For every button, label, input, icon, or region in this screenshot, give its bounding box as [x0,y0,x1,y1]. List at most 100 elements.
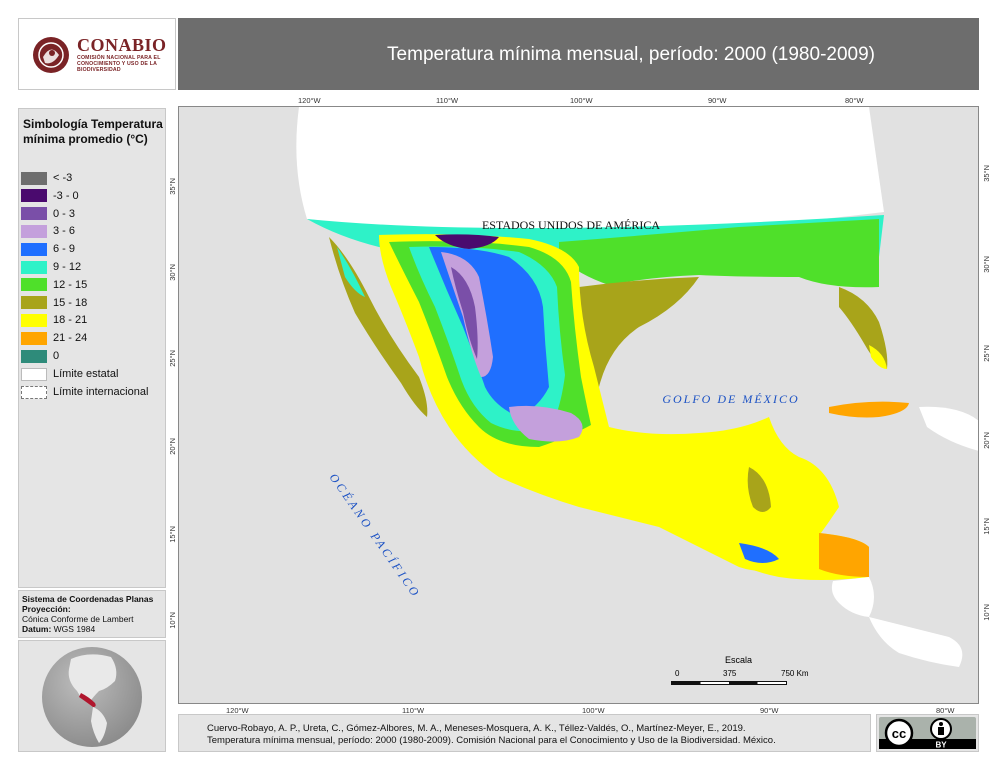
tick-top-0: 120°W [298,96,321,105]
legend-label: 15 - 18 [53,296,88,309]
legend-row: -3 - 0 [21,189,79,203]
projection-value: Cónica Conforme de Lambert [22,614,134,624]
tick-bottom-0: 120°W [226,706,249,715]
tick-right-1: 30°N [982,256,991,273]
projection-label: Proyección: [22,604,71,614]
cuba [829,401,909,418]
citation-box: Cuervo-Robayo, A. P., Ureta, C., Gómez-A… [178,714,871,752]
tick-right-3: 20°N [982,432,991,449]
legend-row: 0 - 3 [21,207,75,221]
legend-label: 0 [53,350,60,362]
legend-panel: Simbología Temperatura mínima promedio (… [18,108,166,588]
legend-swatch [21,171,47,185]
coord-system: Sistema de Coordenadas Planas [22,594,154,604]
tick-right-0: 35°N [982,165,991,182]
usa-gulf-band [559,219,879,288]
legend-swatch [21,207,47,221]
title-bar: Temperatura mínima mensual, período: 200… [178,18,979,90]
label-usa: ESTADOS UNIDOS DE AMÉRICA [482,218,660,232]
central-america-hot [819,533,869,577]
tick-top-4: 80°W [845,96,864,105]
scale-mark-375: 375 [723,669,737,678]
legend-label: -3 - 0 [53,189,79,202]
legend-label: < -3 [53,172,73,184]
panama-region [869,617,963,667]
scale-mark-750: 750 Km [781,669,809,678]
legend-row-international-limit: Límite internacional [21,385,148,399]
tick-right-2: 25°N [982,345,991,362]
tick-bottom-1: 110°W [402,706,425,715]
tick-bottom-3: 90°W [760,706,779,715]
scale-bar: Escala 0 375 750 Km [671,655,821,695]
scale-title: Escala [725,655,753,665]
tick-top-2: 100°W [570,96,593,105]
legend-row: 18 - 21 [21,313,87,327]
legend-swatch [21,278,47,292]
legend-label: 6 - 9 [53,243,76,256]
legend-label: 12 - 15 [53,278,88,291]
legend-row: 6 - 9 [21,242,75,256]
florida-south [869,345,887,369]
legend-row: 21 - 24 [21,331,87,345]
hispaniola [919,406,978,451]
legend-swatch-state-limit [21,367,47,381]
map-frame: ESTADOS UNIDOS DE AMÉRICA GOLFO DE MÉXIC… [178,106,979,704]
cc-by-icon: cc BY [879,717,976,750]
legend-row: 15 - 18 [21,296,87,310]
legend-label-state-limit: Límite estatal [53,368,119,380]
coordinate-system-box: Sistema de Coordenadas Planas Proyección… [18,590,166,638]
tick-right-5: 10°N [982,604,991,621]
florida-region [839,287,888,369]
conabio-logo: CONABIO COMISIÓN NACIONAL PARA EL CONOCI… [18,18,176,90]
legend-swatch [21,260,47,274]
cc-license-badge: cc BY [876,714,979,752]
legend-row: 0 [21,349,59,363]
legend-label: 9 - 12 [53,261,82,273]
tick-left-0: 35°N [168,178,177,195]
map-title: Temperatura mínima mensual, período: 200… [387,44,875,65]
tick-left-4: 15°N [168,526,177,543]
legend-swatch-international-limit [21,385,47,399]
legend-row-state-limit: Límite estatal [21,367,118,381]
citation-line-1: Cuervo-Robayo, A. P., Ureta, C., Gómez-A… [207,723,746,734]
scale-mark-0: 0 [675,669,680,678]
locator-globe-panel [18,640,166,752]
mexico-highlight [79,693,96,707]
legend-swatch [21,349,47,363]
legend-row: 9 - 12 [21,260,81,274]
tick-top-3: 90°W [708,96,727,105]
legend-title: Simbología Temperatura mínima promedio (… [23,117,163,146]
citation-line-2: Temperatura mínima mensual, período: 200… [207,735,776,746]
tick-top-1: 110°W [436,96,459,105]
legend-swatch [21,313,47,327]
tick-bottom-2: 100°W [582,706,605,715]
tick-right-4: 15°N [982,518,991,535]
usa-region [296,107,884,235]
northern-coldest [435,234,499,249]
nicaragua-region [831,577,874,617]
by-text: BY [935,741,947,750]
legend-label: 3 - 6 [53,225,76,238]
legend-row: < -3 [21,171,72,185]
legend-row: 3 - 6 [21,224,75,238]
logo-subtitle: COMISIÓN NACIONAL PARA EL CONOCIMIENTO Y… [77,55,161,74]
legend-swatch [21,224,47,238]
conabio-emblem-icon [33,37,69,73]
tick-left-5: 10°N [168,612,177,629]
tick-left-3: 20°N [168,438,177,455]
legend-swatch [21,331,47,345]
temperature-map: ESTADOS UNIDOS DE AMÉRICA GOLFO DE MÉXIC… [179,107,978,703]
locator-globe [42,647,142,747]
legend-label: 0 - 3 [53,207,76,220]
cc-text: cc [892,726,906,741]
tick-left-2: 25°N [168,350,177,367]
texas-coast-band [577,277,699,397]
datum-label: Datum: [22,624,52,634]
yucatan-peninsula [697,439,790,537]
label-gulf: GOLFO DE MÉXICO [662,392,799,406]
legend-swatch [21,242,47,256]
scale-graphic [671,681,787,685]
legend-label: 18 - 21 [53,314,88,327]
tick-bottom-4: 80°W [936,706,955,715]
datum-value: WGS 1984 [53,624,96,634]
